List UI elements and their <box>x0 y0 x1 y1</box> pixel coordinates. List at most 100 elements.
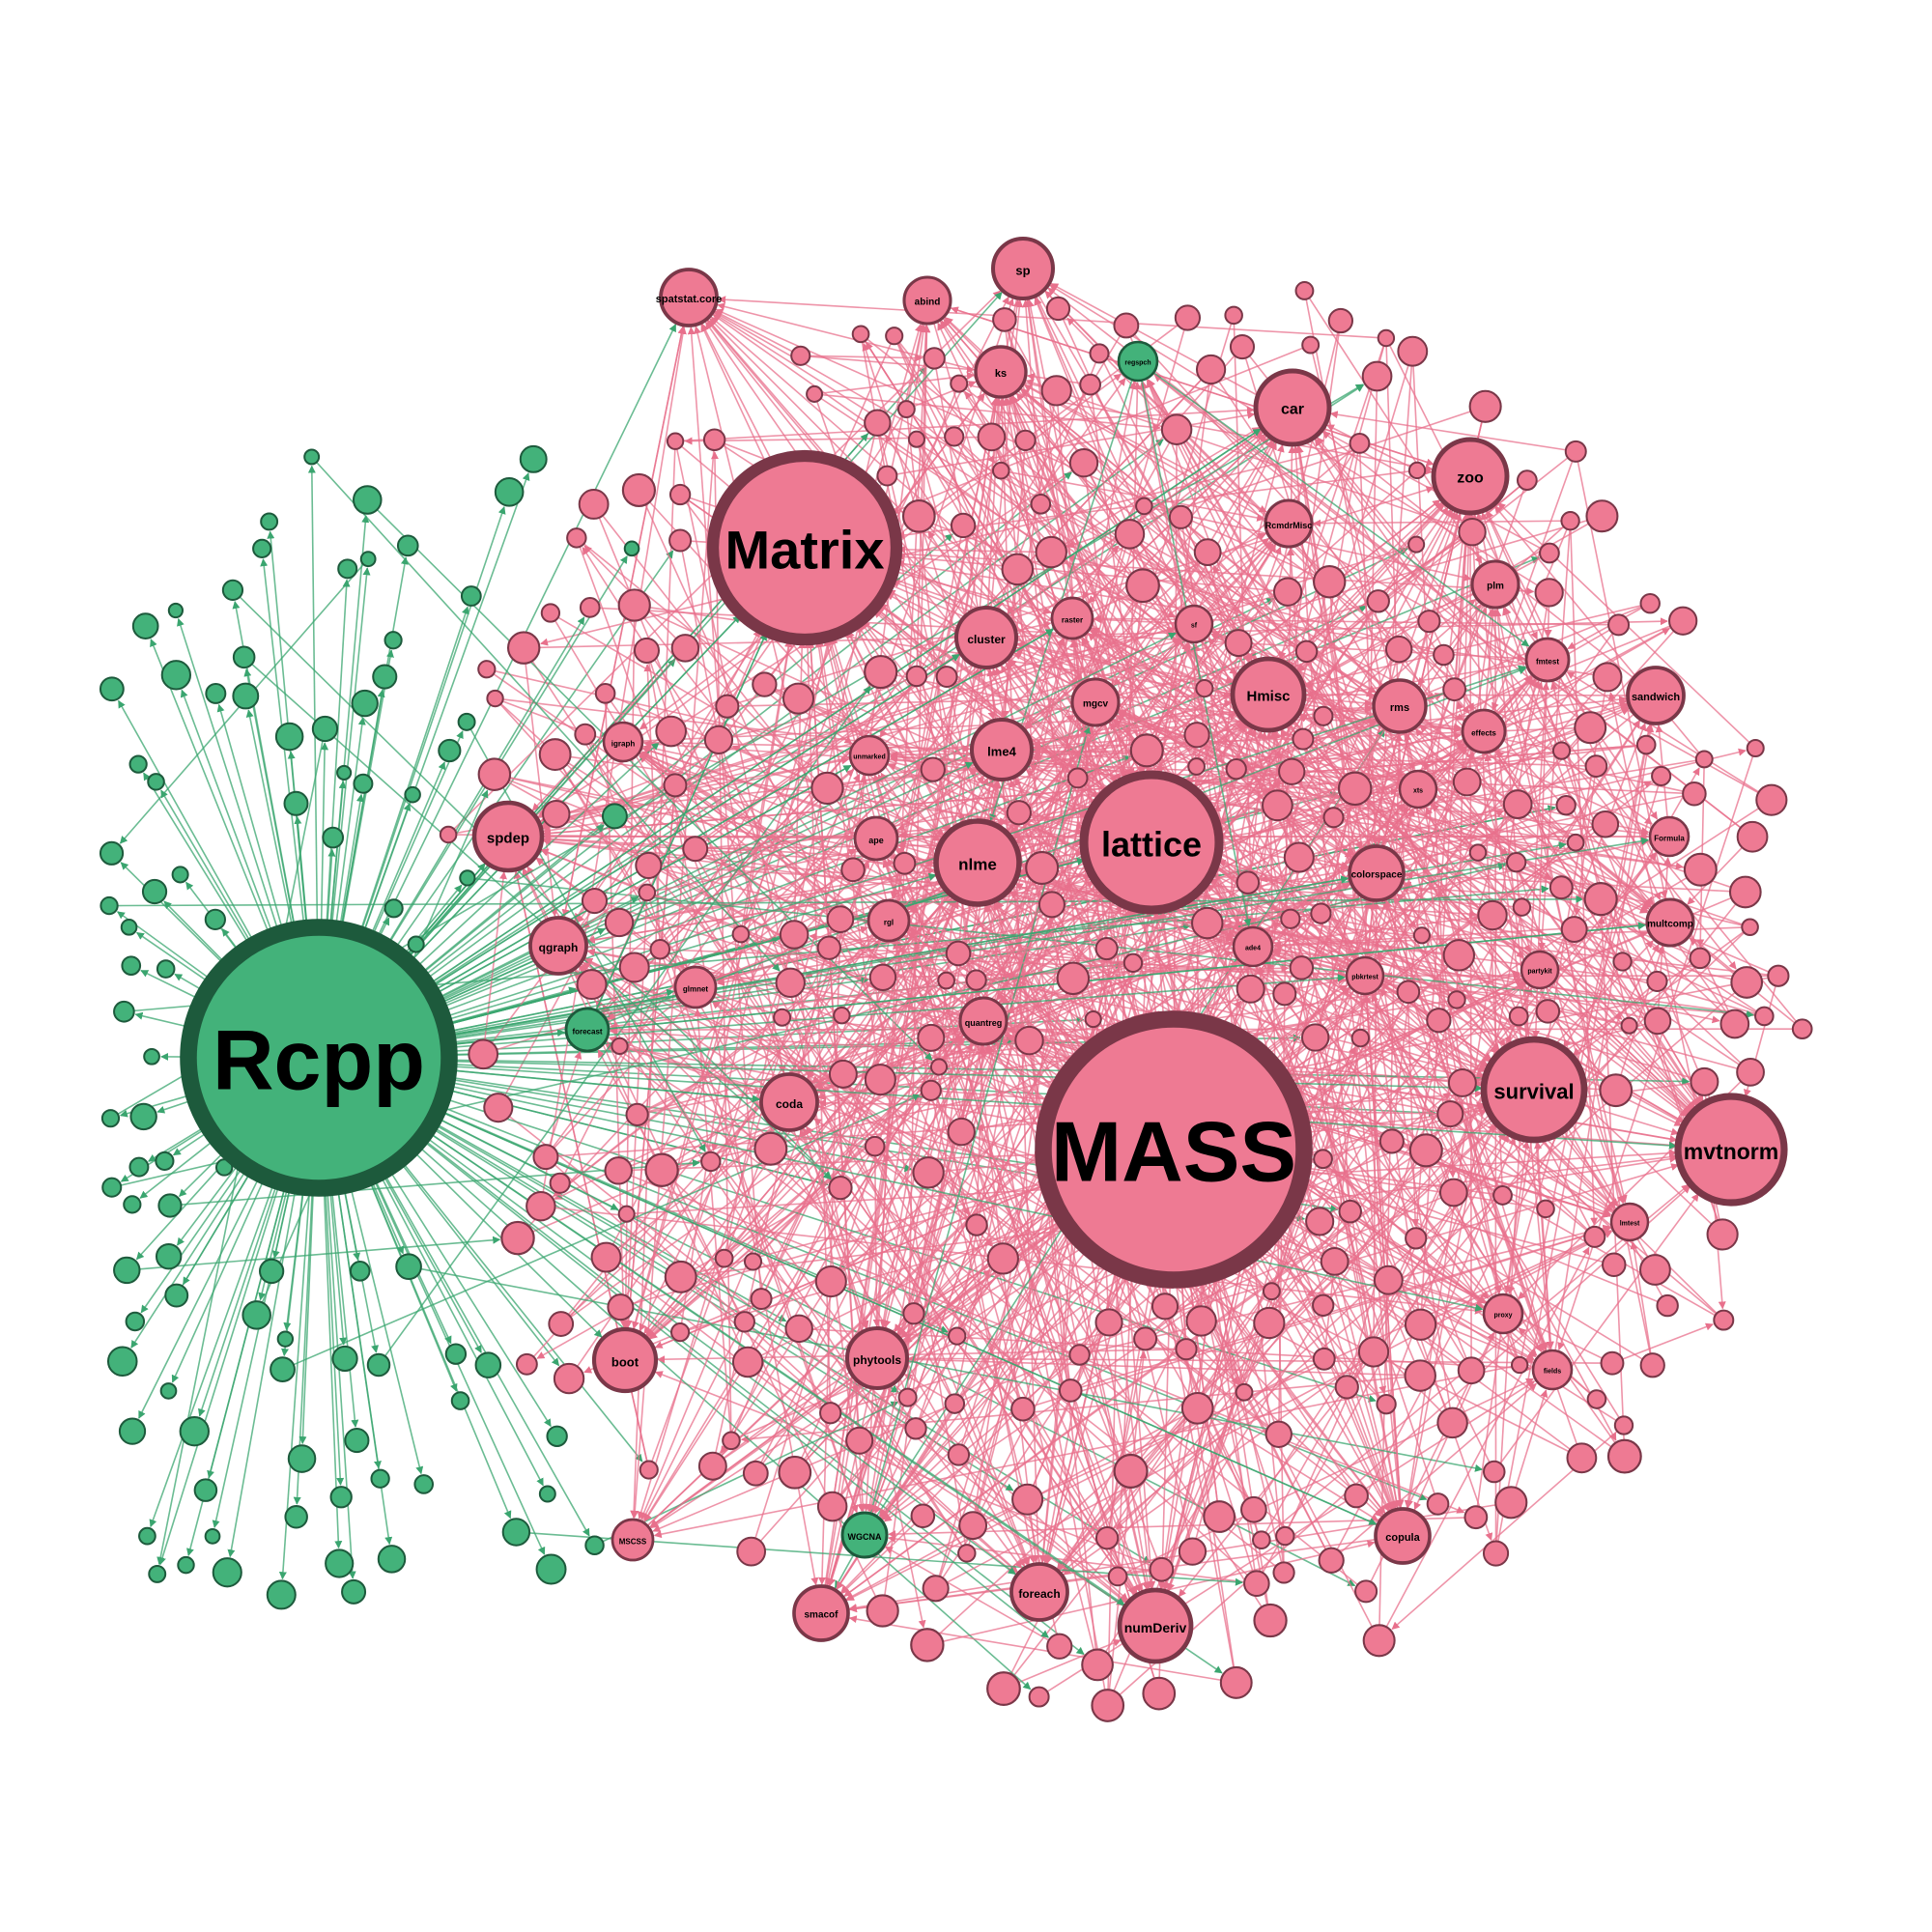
node-lattice[interactable] <box>1079 770 1224 915</box>
node-quantreg[interactable] <box>958 996 1009 1046</box>
node-fmtest[interactable] <box>1524 637 1571 683</box>
package-node[interactable] <box>623 540 640 557</box>
package-node[interactable] <box>1195 354 1227 385</box>
package-node[interactable] <box>950 374 969 393</box>
package-node[interactable] <box>1006 800 1032 826</box>
package-node[interactable] <box>668 528 693 553</box>
package-node[interactable] <box>633 637 661 664</box>
package-node[interactable] <box>1280 908 1301 929</box>
package-node[interactable] <box>349 1260 371 1282</box>
package-node[interactable] <box>1551 741 1572 760</box>
package-node[interactable] <box>828 1175 853 1201</box>
package-node[interactable] <box>1135 497 1153 516</box>
node-abind[interactable] <box>902 275 952 326</box>
package-node[interactable] <box>477 660 497 679</box>
package-node[interactable] <box>407 935 425 953</box>
package-node[interactable] <box>1534 578 1564 608</box>
package-node[interactable] <box>904 1417 927 1440</box>
package-node[interactable] <box>1755 783 1788 816</box>
package-node[interactable] <box>590 1241 622 1273</box>
package-node[interactable] <box>947 1443 971 1466</box>
package-node[interactable] <box>1592 662 1623 693</box>
node-wgcna[interactable] <box>840 1511 889 1559</box>
package-node[interactable] <box>1639 592 1661 614</box>
package-node[interactable] <box>715 694 740 719</box>
package-node[interactable] <box>1373 1264 1404 1295</box>
node-sandwich[interactable] <box>1626 666 1686 725</box>
package-node[interactable] <box>655 715 687 748</box>
package-node[interactable] <box>1193 538 1222 567</box>
package-node[interactable] <box>948 1326 967 1346</box>
package-node[interactable] <box>1646 970 1668 993</box>
package-node[interactable] <box>284 1504 308 1529</box>
package-node[interactable] <box>958 1511 988 1541</box>
package-node[interactable] <box>444 1343 468 1365</box>
package-node[interactable] <box>1151 1293 1179 1321</box>
package-node[interactable] <box>893 851 917 875</box>
package-node[interactable] <box>143 1047 160 1065</box>
package-node[interactable] <box>1683 852 1718 887</box>
package-node[interactable] <box>125 1311 146 1332</box>
package-node[interactable] <box>1560 510 1580 531</box>
package-node[interactable] <box>377 1545 407 1574</box>
package-node[interactable] <box>303 448 321 466</box>
package-node[interactable] <box>141 878 168 905</box>
package-node[interactable] <box>474 1351 502 1378</box>
package-node[interactable] <box>826 905 855 933</box>
package-node[interactable] <box>353 485 383 515</box>
package-node[interactable] <box>1195 679 1214 698</box>
package-node[interactable] <box>1477 899 1508 931</box>
package-node[interactable] <box>1447 990 1466 1009</box>
package-node[interactable] <box>106 1346 138 1378</box>
package-node[interactable] <box>549 1172 571 1194</box>
package-node[interactable] <box>992 307 1017 332</box>
package-node[interactable] <box>1225 758 1247 781</box>
package-node[interactable] <box>1599 1073 1634 1108</box>
package-node[interactable] <box>538 738 572 772</box>
package-node[interactable] <box>601 803 628 830</box>
package-node[interactable] <box>703 724 734 754</box>
node-glmnet[interactable] <box>673 965 718 1009</box>
package-node[interactable] <box>1334 1375 1359 1400</box>
package-node[interactable] <box>668 483 692 506</box>
package-node[interactable] <box>986 1671 1021 1706</box>
package-node[interactable] <box>885 327 904 346</box>
package-node[interactable] <box>515 1352 538 1376</box>
package-node[interactable] <box>258 1258 285 1285</box>
package-node[interactable] <box>1468 389 1502 423</box>
package-node[interactable] <box>922 1575 950 1603</box>
package-node[interactable] <box>736 1536 767 1567</box>
package-node[interactable] <box>1264 1420 1293 1448</box>
package-node[interactable] <box>578 489 610 520</box>
package-node[interactable] <box>638 883 657 902</box>
package-node[interactable] <box>929 1058 949 1076</box>
package-node[interactable] <box>604 907 635 938</box>
node-qgraph[interactable] <box>528 916 588 976</box>
package-node[interactable] <box>1564 440 1587 463</box>
package-node[interactable] <box>1243 1570 1270 1598</box>
package-node[interactable] <box>270 1356 296 1383</box>
package-node[interactable] <box>1566 833 1585 852</box>
package-node[interactable] <box>790 345 811 366</box>
package-node[interactable] <box>1272 1561 1295 1584</box>
package-node[interactable] <box>351 689 379 718</box>
package-node[interactable] <box>944 1393 966 1414</box>
package-node[interactable] <box>1502 789 1533 819</box>
package-node[interactable] <box>204 908 226 931</box>
package-node[interactable] <box>576 969 608 1001</box>
package-node[interactable] <box>907 430 925 448</box>
package-node[interactable] <box>1310 902 1332 924</box>
package-node[interactable] <box>635 851 663 880</box>
package-node[interactable] <box>1283 841 1315 873</box>
package-node[interactable] <box>1084 1010 1102 1029</box>
package-node[interactable] <box>1229 333 1256 360</box>
package-node[interactable] <box>483 1093 514 1123</box>
package-node[interactable] <box>147 773 165 791</box>
package-node[interactable] <box>1713 1309 1735 1331</box>
package-node[interactable] <box>1536 1199 1555 1219</box>
package-node[interactable] <box>138 1526 156 1546</box>
package-node[interactable] <box>1436 1100 1464 1128</box>
package-node[interactable] <box>1583 882 1618 917</box>
package-node[interactable] <box>753 1131 788 1166</box>
package-node[interactable] <box>840 857 866 883</box>
